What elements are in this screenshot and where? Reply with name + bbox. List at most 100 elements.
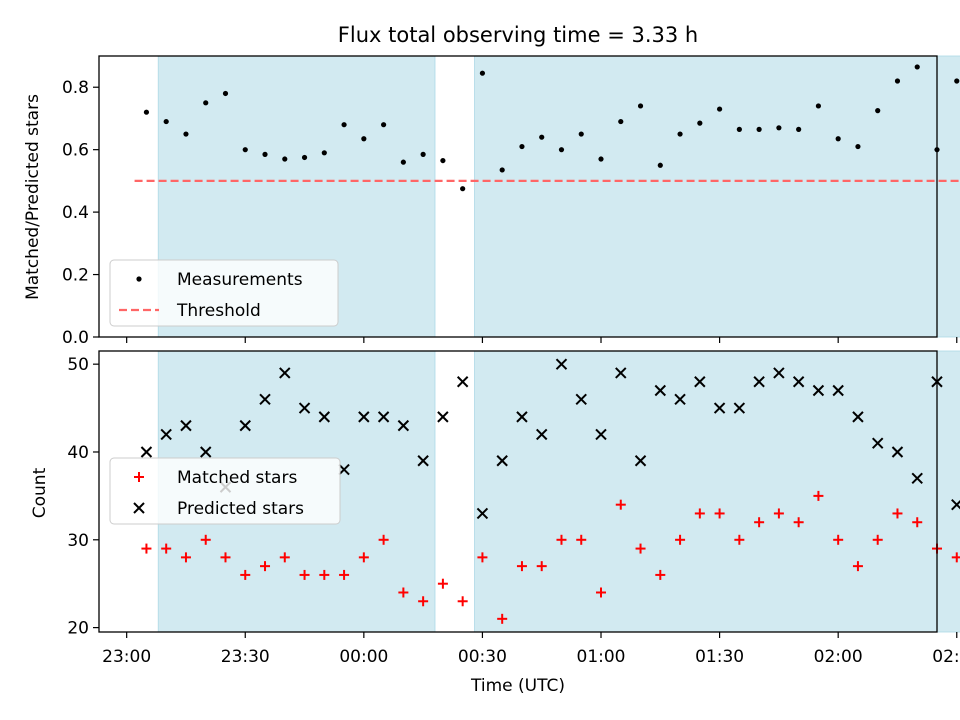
predicted-star-point <box>536 428 548 441</box>
measurement-point <box>815 103 822 109</box>
predicted-star-point <box>595 428 607 441</box>
chart-title: Flux total observing time = 3.33 h <box>338 23 698 47</box>
predicted-star-point <box>733 402 746 414</box>
measurement-point <box>479 70 486 76</box>
predicted-star-point <box>812 384 825 397</box>
matched-star-point <box>516 561 527 572</box>
x-tick-label: 01:00 <box>577 647 626 667</box>
predicted-star-point <box>753 376 765 388</box>
predicted-star-point <box>694 376 706 388</box>
x-tick-label: 02:30 <box>932 647 960 667</box>
predicted-star-point <box>259 393 271 406</box>
matched-star-point <box>477 552 488 563</box>
predicted-star-point <box>496 455 508 467</box>
matched-star-point <box>161 543 172 554</box>
axes-frame <box>98 55 938 338</box>
measurement-point <box>361 136 367 142</box>
axes-frame <box>98 350 938 633</box>
matched-star-point <box>339 569 350 580</box>
predicted-star-point <box>239 419 251 432</box>
legend-dot-marker <box>136 276 142 282</box>
matched-star-point <box>675 534 686 545</box>
count-panel: 20 30 40 50 23:00 23:30 00:00 00:30 01:00 01:30 02… <box>67 350 960 667</box>
predicted-star-point <box>160 428 172 441</box>
matched-star-point <box>833 534 844 545</box>
x-tick-label: 00:30 <box>458 647 507 667</box>
measurement-point <box>420 151 426 157</box>
legend-x-marker <box>133 502 145 514</box>
measurement-point <box>222 90 229 97</box>
predicted-star-point <box>951 498 960 511</box>
predicted-star-point <box>911 472 923 485</box>
y-tick-label: 0.2 <box>62 266 89 286</box>
measurement-point <box>855 143 861 150</box>
matched-star-point <box>714 508 725 519</box>
ratio-panel: 0.0 0.2 0.4 0.6 0.8 Measurements Threshold <box>62 55 960 348</box>
measurement-point <box>282 156 288 162</box>
matched-star-point <box>378 534 389 545</box>
matched-star-point <box>180 552 191 563</box>
x-tick-label: 00:00 <box>339 647 388 667</box>
legend: Matched stars Predicted stars <box>109 457 341 525</box>
measurement-point <box>558 147 565 153</box>
legend-label: Threshold <box>176 301 261 321</box>
x-tick-label: 23:00 <box>102 647 151 667</box>
y-tick-label: 0.4 <box>62 203 89 223</box>
measurement-point <box>954 78 960 84</box>
legend-label: Predicted stars <box>177 499 304 519</box>
matched-star-point <box>872 534 883 545</box>
measurement-point <box>894 78 901 84</box>
y-tick-label: 30 <box>67 531 89 551</box>
matched-star-point <box>951 552 960 563</box>
matched-star-point <box>358 552 369 563</box>
matched-star-point <box>141 543 152 554</box>
legend-box <box>109 457 341 525</box>
predicted-star-point <box>140 446 153 458</box>
matched-star-point <box>615 499 626 510</box>
y-tick-label: 0.6 <box>62 141 89 161</box>
predicted-star-point <box>456 376 469 388</box>
measurement-point <box>341 122 347 128</box>
predicted-star-point <box>437 411 449 423</box>
measurement-point <box>203 100 209 106</box>
measurement-point <box>875 108 881 114</box>
predicted-star-point <box>575 393 587 406</box>
measurement-point <box>440 157 446 164</box>
matched-star-point <box>655 569 666 580</box>
predicted-star-point <box>792 376 805 388</box>
measurement-point <box>697 120 703 126</box>
predicted-star-point <box>615 367 627 379</box>
measurement-point <box>914 64 920 70</box>
predicted-star-point <box>358 411 370 423</box>
predicted-star-point <box>397 419 410 432</box>
matched-star-point <box>299 569 310 580</box>
matched-star-point <box>892 508 903 519</box>
predicted-star-point <box>872 437 884 449</box>
matched-star-point <box>852 561 863 572</box>
matched-star-point <box>596 587 607 598</box>
y-tick-label: 20 <box>67 619 89 639</box>
matched-star-point <box>240 569 251 580</box>
measurement-point <box>796 126 802 132</box>
measurement-point <box>657 162 663 168</box>
measurement-point <box>539 134 545 140</box>
matched-star-point <box>260 561 271 572</box>
measurement-point <box>716 106 723 112</box>
measurement-point <box>835 136 841 142</box>
predicted-star-point <box>298 402 311 414</box>
measurement-point <box>143 109 150 115</box>
matched-star-point <box>457 596 468 607</box>
matched-star-point <box>497 613 508 624</box>
legend-box <box>109 259 339 327</box>
predicted-star-point <box>555 358 568 370</box>
predicted-star-point <box>279 367 291 379</box>
matched-star-point <box>418 596 429 607</box>
measurement-point <box>637 103 644 109</box>
top-ylabel: Matched/Predicted stars <box>23 94 43 300</box>
predicted-star-point <box>674 393 686 406</box>
predicted-star-point <box>417 455 429 467</box>
predicted-star-point <box>180 419 192 432</box>
predicted-star-point <box>338 463 350 476</box>
matched-star-point <box>754 517 765 528</box>
